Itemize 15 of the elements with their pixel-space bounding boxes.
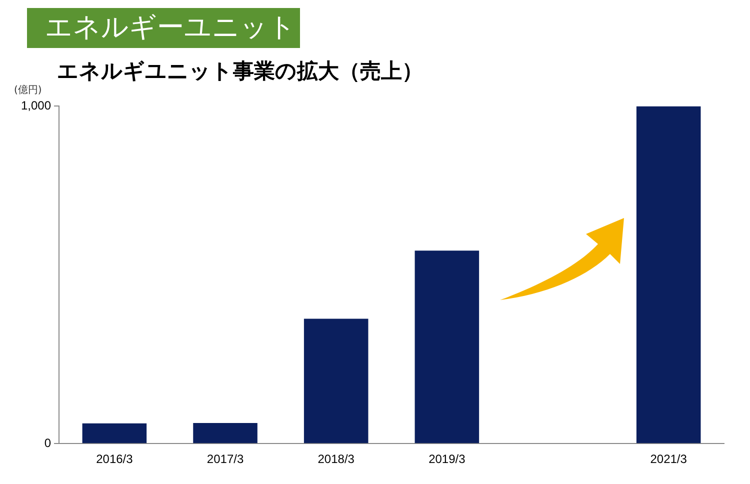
bar [636, 106, 701, 444]
chart-title: エネルギーユニット [27, 8, 300, 48]
x-tick-label: 2017/3 [206, 452, 244, 466]
bar [193, 423, 258, 444]
x-tick-label: 2019/3 [428, 452, 466, 466]
x-tick-label: 2021/3 [650, 452, 688, 466]
chart-subtitle: エネルギユニット事業の拡大（売上） [57, 58, 423, 85]
y-tick-label: 1,000 [21, 98, 52, 113]
y-axis-title: (億円) [14, 84, 42, 97]
bar [414, 250, 480, 444]
x-tick-label: 2016/3 [96, 452, 134, 466]
y-tick-label: 0 [44, 436, 52, 450]
bar [82, 423, 147, 444]
bar [304, 318, 368, 444]
x-tick-label: 2018/3 [318, 452, 355, 466]
